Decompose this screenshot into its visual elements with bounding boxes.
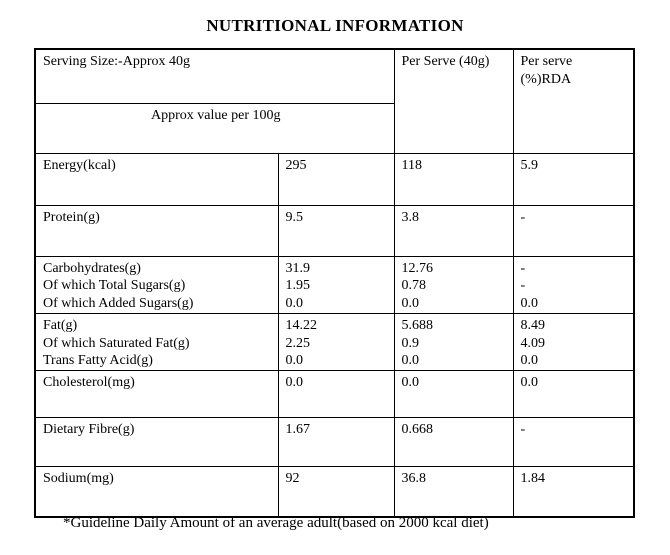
rda-value-cell: - [512, 204, 635, 257]
guideline-footnote: *Guideline Daily Amount of an average ad… [63, 515, 489, 531]
per-100g-value-cell: 14.22 2.25 0.0 [277, 312, 395, 372]
rda-value-cell: 1.84 [512, 466, 635, 517]
rda-value-cell: - [512, 417, 635, 467]
row-label-cell: Protein(g) [34, 204, 279, 257]
per-serve-value-cell: 118 [393, 152, 514, 206]
per-100g-value-cell: 0.0 [277, 370, 395, 418]
per-100g-value-cell: 92 [277, 466, 395, 517]
row-label-cell: Energy(kcal) [34, 152, 279, 206]
rda-value-cell: 0.0 [512, 370, 635, 418]
per-100g-value-cell: 1.67 [277, 417, 395, 467]
row-label-cell: Sodium(mg) [34, 466, 279, 517]
per-100g-value-cell: 9.5 [277, 204, 395, 257]
per-serve-value-cell: 0.668 [393, 417, 514, 467]
rda-value-cell: 5.9 [512, 152, 635, 206]
per-serve-value-cell: 5.688 0.9 0.0 [393, 312, 514, 372]
row-label-cell: Cholesterol(mg) [34, 370, 279, 418]
row-label-cell: Carbohydrates(g) Of which Total Sugars(g… [34, 255, 279, 314]
per-serve-value-cell: 12.76 0.78 0.0 [393, 255, 514, 314]
per-serve-value-cell: 36.8 [393, 466, 514, 517]
row-label-cell: Fat(g) Of which Saturated Fat(g) Trans F… [34, 312, 279, 372]
row-label-cell: Dietary Fibre(g) [34, 417, 279, 467]
page-title: NUTRITIONAL INFORMATION [206, 16, 464, 35]
per-100g-value-cell: 31.9 1.95 0.0 [277, 255, 395, 314]
table-row-fat: Fat(g) Of which Saturated Fat(g) Trans F… [34, 312, 635, 372]
table-row-carbohydrates: Carbohydrates(g) Of which Total Sugars(g… [34, 255, 635, 314]
approx-value-cell: Approx value per 100g [34, 102, 395, 154]
header-row-approx-value: Approx value per 100g [34, 102, 634, 154]
rda-value-cell: 8.49 4.09 0.0 [512, 312, 635, 372]
rda-value-cell: - - 0.0 [512, 255, 635, 314]
table-row-energy: Energy(kcal) 295 118 5.9 [34, 152, 635, 206]
per-serve-header-cell: Per Serve (40g) [393, 48, 514, 154]
per-serve-value-cell: 0.0 [393, 370, 514, 418]
per-100g-value-cell: 295 [277, 152, 395, 206]
table-row-sodium: Sodium(mg) 92 36.8 1.84 [34, 466, 635, 517]
nutrition-table: Serving Size:-Approx 40g Per Serve (40g)… [34, 48, 636, 518]
table-row-dietary-fibre: Dietary Fibre(g) 1.67 0.668 - [34, 417, 635, 467]
table-row-cholesterol: Cholesterol(mg) 0.0 0.0 0.0 [34, 370, 635, 418]
table-row-protein: Protein(g) 9.5 3.8 - [34, 204, 635, 257]
serving-size-cell: Serving Size:-Approx 40g [34, 48, 395, 104]
header-row-serving-size: Serving Size:-Approx 40g Per Serve (40g)… [34, 48, 635, 154]
per-serve-value-cell: 3.8 [393, 204, 514, 257]
per-serve-rda-header-cell: Per serve (%)RDA [512, 48, 635, 154]
